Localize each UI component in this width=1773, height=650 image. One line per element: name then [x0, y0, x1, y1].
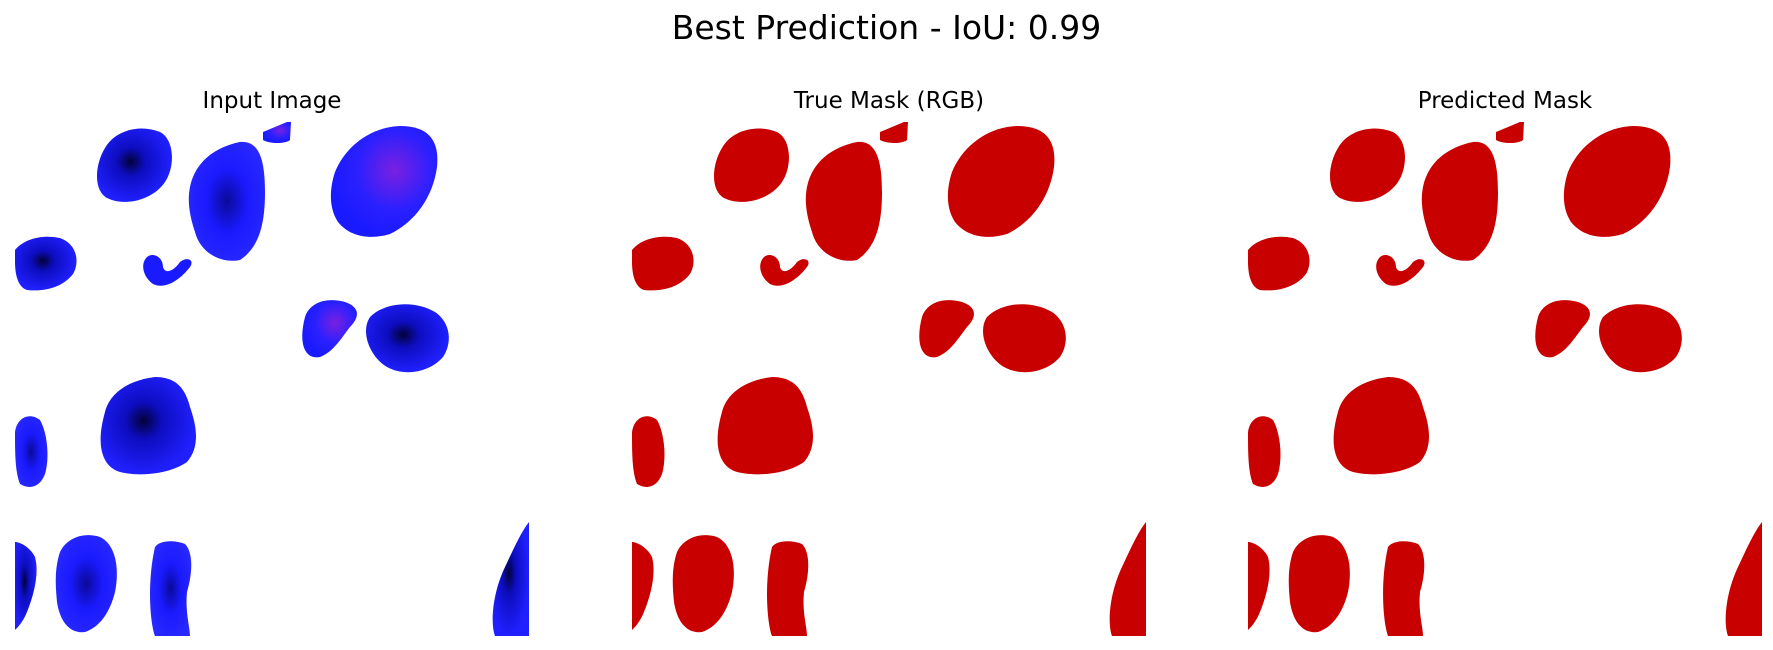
mask-region: [632, 416, 665, 487]
true-mask-image: [632, 122, 1146, 636]
mask-region: [767, 541, 809, 636]
mask-region: [919, 300, 974, 358]
nucleus: [188, 141, 265, 261]
mask-region: [880, 122, 908, 143]
mask-region: [717, 377, 813, 475]
mask-region: [1248, 542, 1270, 630]
nucleus: [150, 541, 192, 636]
mask-region: [1376, 255, 1425, 286]
panel-title-input: Input Image: [202, 88, 342, 114]
mask-region: [760, 255, 809, 286]
mask-region: [983, 304, 1066, 373]
nucleus: [302, 300, 357, 358]
mask-region: [714, 128, 789, 202]
mask-region: [1535, 300, 1590, 358]
nucleus: [15, 236, 77, 291]
mask-region: [672, 535, 734, 633]
mask-region: [632, 236, 694, 291]
mask-region: [1288, 535, 1350, 633]
nucleus: [15, 542, 37, 630]
mask-region: [1333, 377, 1429, 475]
nucleus: [143, 255, 192, 286]
figure-title: Best Prediction - IoU: 0.99: [671, 8, 1102, 47]
panel-title-predicted-mask: Predicted Mask: [1417, 88, 1593, 114]
predicted-mask-canvas: [1248, 122, 1762, 636]
mask-region: [947, 126, 1055, 237]
mask-region: [1496, 122, 1524, 143]
true-mask-canvas: [632, 122, 1146, 636]
nucleus: [15, 416, 48, 487]
nucleus: [366, 304, 449, 373]
nucleus: [55, 535, 117, 633]
mask-region: [1109, 522, 1146, 636]
nucleus: [492, 522, 529, 636]
input-image-canvas: [15, 122, 529, 636]
mask-region: [805, 141, 882, 261]
mask-region: [1563, 126, 1671, 237]
predicted-mask-image: [1248, 122, 1762, 636]
mask-region: [1725, 522, 1762, 636]
mask-region: [1421, 141, 1498, 261]
panel-title-true-mask: True Mask (RGB): [793, 88, 985, 114]
mask-region: [1383, 541, 1425, 636]
nucleus: [330, 126, 438, 237]
mask-region: [1599, 304, 1682, 373]
mask-region: [1248, 236, 1310, 291]
nucleus: [100, 377, 196, 475]
input-image: [15, 122, 529, 636]
mask-region: [1248, 416, 1281, 487]
nucleus: [263, 122, 291, 143]
mask-region: [1330, 128, 1405, 202]
mask-region: [632, 542, 654, 630]
nucleus: [97, 128, 172, 202]
